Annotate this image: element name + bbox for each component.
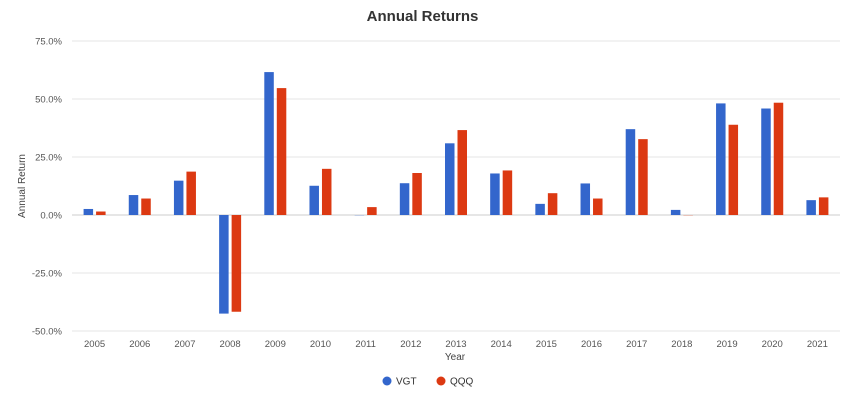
y-tick-label: 0.0% [40,211,62,222]
x-tick-label: 2012 [400,339,421,350]
x-tick-label: 2018 [671,339,692,350]
legend-marker-vgt [382,376,392,386]
y-tick-labels: 75.0% 50.0% 25.0% 0.0% -25.0% -50.0% [32,37,63,338]
bar-vgt-2009 [264,72,274,215]
x-tick-label: 2016 [581,339,602,350]
bar-qqq-2020 [773,102,784,215]
legend: VGT QQQ [382,376,474,388]
y-axis-label: Annual Return [17,154,28,218]
bar-qqq-2006 [141,198,151,215]
bar-qqq-2007 [186,171,196,215]
legend-label-qqq[interactable]: QQQ [450,377,474,388]
bar-qqq-2021 [818,197,829,215]
x-tick-label: 2021 [807,339,828,350]
bar-qqq-2009 [276,88,287,215]
bar-vgt-2018 [670,209,681,215]
bar-qqq-2011 [367,207,377,215]
x-tick-label: 2015 [536,339,557,350]
bar-qqq-2015 [547,193,558,215]
bar-vgt-2006 [128,195,139,215]
bar-vgt-2014 [490,173,500,215]
x-tick-label: 2014 [491,339,512,350]
x-tick-label: 2005 [84,339,105,350]
bar-vgt-2008 [219,215,229,314]
bar-qqq-2008 [231,215,242,312]
bar-qqq-2013 [457,130,467,215]
x-tick-label: 2019 [716,339,737,350]
bar-vgt-2012 [399,183,410,215]
x-tick-label: 2006 [129,339,150,350]
bar-qqq-2017 [638,139,648,215]
y-tick-label: 50.0% [35,95,62,106]
bar-vgt-2016 [580,183,591,215]
bar-vgt-2015 [535,203,545,215]
y-tick-label: -50.0% [32,327,63,338]
bar-qqq-2005 [96,211,106,215]
bar-qqq-2014 [502,170,513,215]
x-tick-label: 2013 [445,339,466,350]
legend-marker-qqq [436,376,446,386]
legend-label-vgt[interactable]: VGT [396,377,417,388]
x-tick-label: 2009 [265,339,286,350]
bar-vgt-2007 [173,180,184,215]
x-tick-label: 2008 [220,339,241,350]
gridlines [72,40,840,332]
x-axis-label: Year [445,352,466,363]
bar-vgt-2021 [806,200,816,215]
x-tick-label: 2020 [762,339,783,350]
bar-vgt-2010 [309,185,319,215]
bar-vgt-2019 [716,103,726,215]
bar-vgt-2020 [761,108,771,215]
y-tick-label: -25.0% [32,269,63,280]
bar-qqq-2012 [412,173,422,215]
y-tick-label: 75.0% [35,37,62,48]
bar-qqq-2019 [728,124,739,215]
bar-qqq-2016 [593,198,603,215]
x-tick-labels: 2005 2006 2007 2008 2009 2010 2011 2012 2013 2014… [84,339,828,350]
x-tick-label: 2007 [174,339,195,350]
bars [83,72,829,314]
x-tick-label: 2010 [310,339,331,350]
bar-vgt-2017 [625,129,636,215]
bar-qqq-2010 [321,168,332,215]
bar-vgt-2013 [445,143,455,215]
x-tick-label: 2017 [626,339,647,350]
chart-title: Annual Returns [366,8,479,25]
y-tick-label: 25.0% [35,153,62,164]
bar-vgt-2005 [83,208,94,215]
x-tick-label: 2011 [355,339,375,350]
